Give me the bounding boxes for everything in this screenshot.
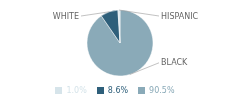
svg-text:HISPANIC: HISPANIC — [161, 12, 199, 21]
html-text:1.0%: 1.0% — [66, 86, 87, 95]
html-text:8.6%: 8.6% — [107, 86, 129, 95]
svg-text:BLACK: BLACK — [161, 58, 188, 67]
html-text:90.5%: 90.5% — [149, 86, 175, 95]
svg-text:WHITE: WHITE — [53, 12, 79, 21]
